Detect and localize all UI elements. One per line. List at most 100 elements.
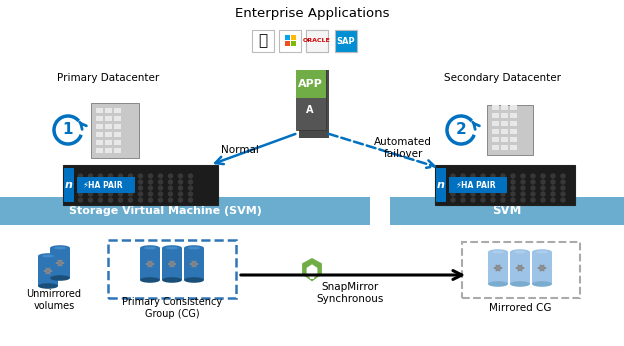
Text: Normal: Normal — [221, 145, 259, 155]
Bar — [96, 108, 103, 112]
Circle shape — [561, 174, 565, 178]
Ellipse shape — [184, 245, 204, 251]
Text: 1: 1 — [63, 122, 73, 137]
Circle shape — [79, 180, 82, 184]
Circle shape — [178, 186, 182, 190]
Circle shape — [451, 192, 455, 196]
Ellipse shape — [50, 275, 70, 281]
Ellipse shape — [144, 247, 156, 249]
Circle shape — [481, 192, 485, 196]
Bar — [252, 30, 274, 52]
Circle shape — [129, 174, 132, 178]
Circle shape — [471, 186, 475, 190]
Ellipse shape — [162, 245, 182, 251]
Circle shape — [158, 174, 162, 178]
Bar — [62, 165, 218, 205]
Ellipse shape — [38, 283, 58, 289]
Circle shape — [119, 174, 122, 178]
Circle shape — [451, 174, 455, 178]
Circle shape — [541, 198, 545, 202]
Circle shape — [89, 174, 92, 178]
Circle shape — [119, 180, 122, 184]
Bar — [501, 129, 508, 134]
Text: APP: APP — [298, 79, 323, 89]
Text: A: A — [306, 105, 314, 115]
Ellipse shape — [514, 251, 526, 253]
Circle shape — [79, 174, 82, 178]
Bar — [114, 116, 121, 120]
Circle shape — [139, 186, 142, 190]
Circle shape — [109, 192, 112, 196]
Circle shape — [451, 186, 455, 190]
Ellipse shape — [532, 281, 552, 287]
Circle shape — [129, 180, 132, 184]
Ellipse shape — [38, 253, 58, 259]
Ellipse shape — [488, 249, 508, 255]
Circle shape — [188, 198, 192, 202]
Text: Primary Datacenter: Primary Datacenter — [57, 73, 159, 83]
Circle shape — [89, 198, 92, 202]
Bar — [510, 137, 517, 142]
Ellipse shape — [54, 247, 66, 249]
Bar — [50, 248, 70, 278]
Bar — [140, 248, 160, 280]
Circle shape — [471, 174, 475, 178]
Circle shape — [481, 180, 485, 184]
Circle shape — [188, 180, 192, 184]
Bar — [510, 145, 517, 150]
Circle shape — [481, 174, 485, 178]
Circle shape — [461, 180, 465, 184]
Circle shape — [541, 192, 545, 196]
Bar — [114, 139, 121, 145]
Circle shape — [139, 192, 142, 196]
Bar — [291, 41, 296, 46]
Ellipse shape — [166, 247, 178, 249]
Circle shape — [501, 186, 505, 190]
Ellipse shape — [140, 245, 160, 251]
Ellipse shape — [510, 281, 530, 287]
Circle shape — [89, 192, 92, 196]
Bar — [296, 70, 326, 130]
Circle shape — [178, 192, 182, 196]
Circle shape — [481, 198, 485, 202]
Circle shape — [531, 186, 535, 190]
Text: ⚡: ⚡ — [82, 181, 89, 190]
Text: SVM: SVM — [492, 204, 522, 218]
Bar — [501, 113, 508, 118]
Bar — [105, 124, 112, 128]
Circle shape — [139, 174, 142, 178]
Circle shape — [511, 198, 515, 202]
Bar — [306, 30, 328, 52]
Circle shape — [511, 174, 515, 178]
Bar — [105, 139, 112, 145]
Circle shape — [541, 186, 545, 190]
Bar — [114, 124, 121, 128]
Circle shape — [109, 186, 112, 190]
Bar — [310, 275, 314, 279]
Circle shape — [561, 186, 565, 190]
Text: Secondary Datacenter: Secondary Datacenter — [444, 73, 562, 83]
Bar — [449, 177, 507, 193]
Circle shape — [168, 198, 172, 202]
Circle shape — [149, 180, 152, 184]
Bar — [96, 124, 103, 128]
Text: n: n — [64, 180, 72, 190]
Circle shape — [79, 186, 82, 190]
Bar — [510, 105, 517, 110]
Bar — [532, 252, 552, 284]
Circle shape — [168, 192, 172, 196]
Circle shape — [561, 180, 565, 184]
Circle shape — [491, 192, 495, 196]
Circle shape — [158, 186, 162, 190]
Bar — [96, 116, 103, 120]
Circle shape — [109, 198, 112, 202]
Circle shape — [561, 192, 565, 196]
Text: ORACLE: ORACLE — [303, 38, 331, 44]
Bar — [488, 252, 508, 284]
Bar — [487, 105, 533, 155]
Circle shape — [178, 180, 182, 184]
Circle shape — [501, 198, 505, 202]
Bar — [501, 121, 508, 126]
Ellipse shape — [532, 249, 552, 255]
Bar — [114, 147, 121, 153]
